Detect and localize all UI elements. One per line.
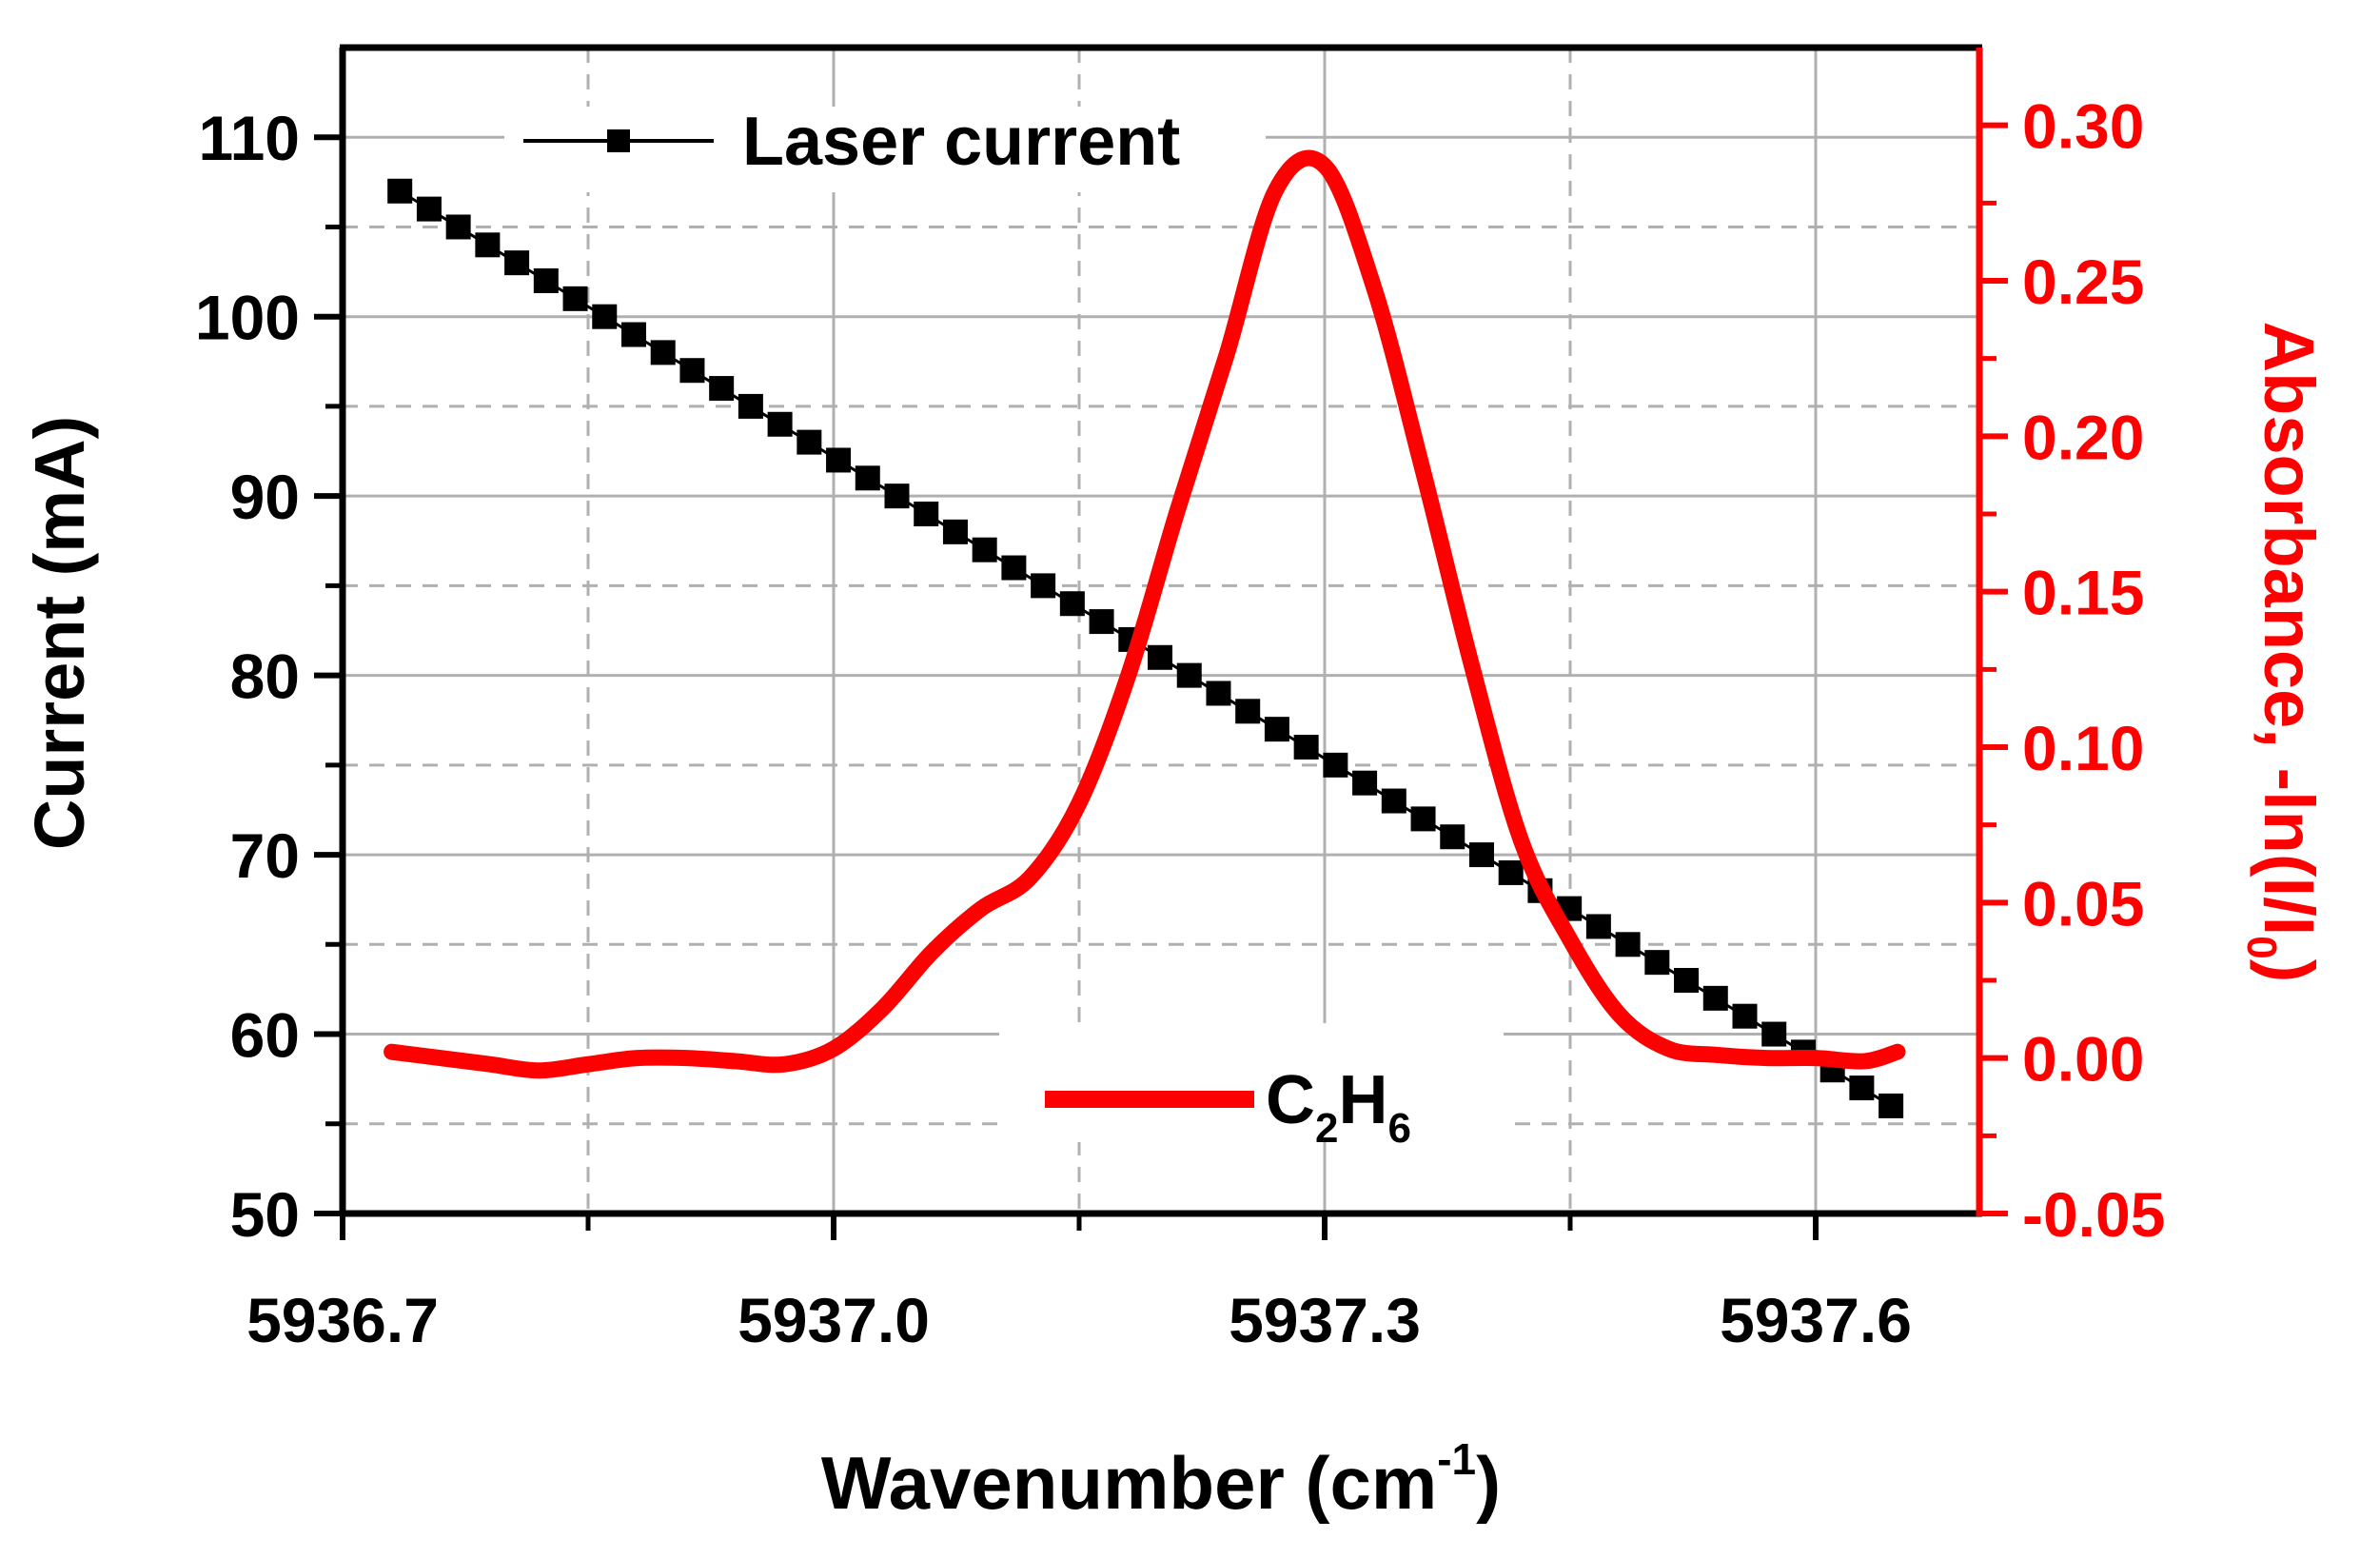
y-right-tick-label: 0.05 xyxy=(2022,868,2144,938)
y-right-tick-label: -0.05 xyxy=(2022,1179,2165,1250)
laser-current-point xyxy=(1849,1076,1875,1101)
laser-current-point xyxy=(650,340,676,365)
laser-current-point xyxy=(1498,859,1524,885)
legend-current-label: Laser current xyxy=(742,104,1180,180)
x-axis-title: Wavenumber (cm-1) xyxy=(821,1434,1501,1525)
laser-current-point xyxy=(1878,1093,1904,1118)
laser-current-point xyxy=(1001,555,1027,581)
laser-current-point xyxy=(1381,788,1406,814)
legend-current-marker xyxy=(607,129,630,152)
laser-current-point xyxy=(884,483,910,509)
y-left-tick-label: 70 xyxy=(230,820,300,891)
y-left-axis-title: Current (mA) xyxy=(20,416,99,850)
y-right-tick-label: 0.30 xyxy=(2022,91,2144,162)
laser-current-point xyxy=(797,429,822,455)
laser-current-point xyxy=(855,465,880,491)
absorbance-line xyxy=(384,149,1906,1079)
laser-current-point xyxy=(1176,662,1202,688)
laser-current-point xyxy=(445,214,471,240)
y-left-tick-label: 90 xyxy=(230,462,300,532)
y-right-axis-title: Absorbance, -ln(I/I0) xyxy=(2238,322,2329,983)
laser-current-point xyxy=(972,537,997,562)
laser-current-point xyxy=(620,322,646,347)
laser-current-point xyxy=(767,411,793,437)
laser-current-point xyxy=(562,286,588,311)
laser-current-point xyxy=(1059,591,1085,617)
x-tick-label: 5937.6 xyxy=(1720,1285,1912,1355)
y-left-tick-label: 50 xyxy=(230,1179,300,1250)
laser-current-point xyxy=(1761,1021,1787,1047)
laser-current-point xyxy=(709,376,735,402)
laser-current-point xyxy=(475,232,501,258)
y-right-tick-label: 0.00 xyxy=(2022,1024,2144,1095)
tick-labels: 5936.7 5937.0 5937.3 5937.6 50 60 70 80 90 100 110… xyxy=(195,91,2166,1355)
laser-current-point xyxy=(1410,806,1436,832)
legend-c2h6: C2H6 xyxy=(999,1023,1504,1152)
laser-current-point xyxy=(387,178,413,204)
laser-current-point xyxy=(1352,770,1378,796)
legend-c2h6-label: C2H6 xyxy=(1266,1062,1411,1152)
laser-current-point xyxy=(1089,609,1114,635)
laser-current-point xyxy=(1674,968,1700,993)
laser-current-point xyxy=(1615,932,1641,957)
x-tick-label: 5937.0 xyxy=(738,1285,930,1355)
absorbance-series xyxy=(384,149,1906,1079)
x-tick-label: 5937.3 xyxy=(1229,1285,1421,1355)
y-right-tick-label: 0.10 xyxy=(2022,713,2144,783)
y-left-tick-label: 80 xyxy=(230,641,300,712)
laser-current-point xyxy=(1585,914,1611,939)
laser-current-point xyxy=(942,519,968,544)
y-right-tick-label: 0.25 xyxy=(2022,247,2144,317)
x-tick-label: 5936.7 xyxy=(246,1285,439,1355)
laser-current-point xyxy=(1235,699,1261,724)
laser-current-point xyxy=(1323,752,1348,778)
laser-current-point xyxy=(679,358,705,384)
legend-laser-current: Laser current xyxy=(504,104,1266,192)
laser-current-point xyxy=(914,502,939,526)
laser-current-point xyxy=(1644,950,1670,976)
y-right-tick-label: 0.15 xyxy=(2022,558,2144,628)
laser-current-point xyxy=(1031,573,1056,599)
laser-current-point xyxy=(1293,735,1319,760)
tick-marks xyxy=(314,122,2008,1240)
y-right-tick-label: 0.20 xyxy=(2022,402,2144,472)
y-left-tick-label: 60 xyxy=(230,1000,300,1071)
laser-current-point xyxy=(1702,985,1728,1011)
laser-current-point xyxy=(592,304,618,329)
laser-current-point xyxy=(1468,842,1494,868)
laser-current-point xyxy=(416,196,442,222)
laser-current-point xyxy=(1206,681,1231,706)
y-left-tick-label: 110 xyxy=(199,103,300,173)
laser-current-line xyxy=(399,189,1892,1108)
y-left-tick-label: 100 xyxy=(195,283,300,353)
laser-current-point xyxy=(826,447,852,473)
laser-current-point xyxy=(1264,717,1289,742)
laser-current-point xyxy=(504,250,530,276)
laser-current-series xyxy=(387,178,1904,1118)
laser-current-point xyxy=(1732,1003,1758,1029)
laser-current-point xyxy=(1148,644,1173,670)
laser-current-point xyxy=(738,393,763,419)
laser-current-point xyxy=(533,268,559,293)
laser-current-point xyxy=(1440,824,1465,850)
